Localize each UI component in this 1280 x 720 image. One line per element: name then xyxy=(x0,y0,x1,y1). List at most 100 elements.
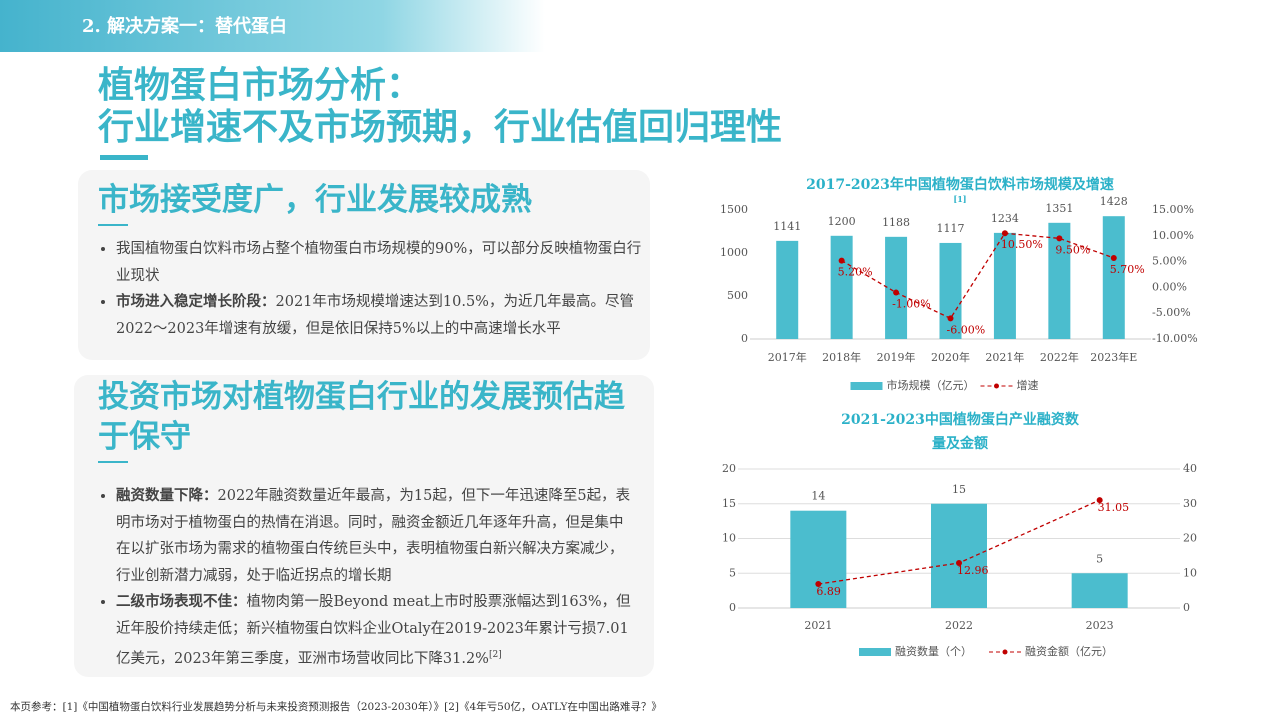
legend-swatch xyxy=(850,382,883,390)
point xyxy=(1001,230,1008,237)
panel: 市场接受度广，行业发展较成熟 我国植物蛋白饮料市场占整个植物蛋白市场规模的90%… xyxy=(78,170,650,360)
y2-tick-label: 15.00% xyxy=(1152,203,1194,216)
value-label: 9.50% xyxy=(1055,243,1090,256)
legend-swatch xyxy=(859,648,891,656)
x-tick-label: 2018年 xyxy=(822,350,861,364)
y2-tick-label: -10.00% xyxy=(1152,332,1198,345)
legend-swatch xyxy=(994,383,999,389)
bullet-text: 我国植物蛋白饮料市场占整个植物蛋白市场规模的90%，可以部分反映植物蛋白行业现状 xyxy=(116,241,642,284)
title-line: 行业增速不及市场预期，行业估值回归理性 xyxy=(98,106,783,148)
y2-tick-label: 5.00% xyxy=(1152,255,1187,268)
value-label: 5.70% xyxy=(1110,263,1145,276)
note: [1] xyxy=(953,194,967,204)
y2-tick-label: 10 xyxy=(1183,566,1197,579)
chart-title: 2017-2023年中国植物蛋白饮料市场规模及增速[1] xyxy=(806,177,1114,204)
bar xyxy=(931,503,987,608)
y2-tick-label: 10.00% xyxy=(1152,229,1194,242)
bar xyxy=(939,242,962,339)
x-tick-label: 2022 xyxy=(945,619,973,632)
value-label: 6.89 xyxy=(816,585,841,598)
value-label: 1351 xyxy=(1045,202,1073,215)
chart-title: 2021-2023中国植物蛋白产业融资数量及金额 xyxy=(841,412,1079,452)
bar xyxy=(885,236,908,339)
value-label: -1.00% xyxy=(892,298,931,311)
value-label: 10.50% xyxy=(1001,238,1043,251)
y2-tick-label: -5.00% xyxy=(1152,306,1191,319)
value-label: 1234 xyxy=(991,212,1019,225)
value-label: -6.00% xyxy=(947,323,986,336)
point xyxy=(1096,497,1103,504)
bar xyxy=(1048,222,1071,339)
value-label: 1117 xyxy=(937,222,965,235)
title-line: 植物蛋白市场分析： xyxy=(98,64,423,106)
y2-tick-label: 0.00% xyxy=(1152,280,1187,293)
y-tick-label: 5 xyxy=(729,566,736,579)
x-tick-label: 2023 xyxy=(1086,619,1114,632)
bar xyxy=(1102,216,1125,339)
point xyxy=(1056,235,1063,242)
x-tick-label: 2021 xyxy=(804,619,832,632)
bullet-bold: 二级市场表现不佳： xyxy=(116,593,247,610)
bar xyxy=(1071,573,1128,608)
value-label: 1200 xyxy=(828,215,856,228)
point xyxy=(947,315,954,322)
bullets: 我国植物蛋白饮料市场占整个植物蛋白市场规模的90%，可以部分反映植物蛋白行业现状… xyxy=(98,236,650,342)
note: [2] xyxy=(488,650,502,660)
value-label: 1428 xyxy=(1100,195,1128,208)
point xyxy=(893,289,900,296)
bullets: 融资数量下降：2022年融资数量近年最高，为15起，但下一年迅速降至5起，表明市… xyxy=(98,483,636,672)
legend-label: 增速 xyxy=(1017,378,1039,392)
bar xyxy=(790,510,847,608)
y2-tick-label: 30 xyxy=(1183,497,1197,510)
value-label: 1141 xyxy=(773,220,801,233)
point xyxy=(838,257,845,264)
value-label: 12.96 xyxy=(957,564,989,577)
accent xyxy=(100,155,148,160)
y-tick-label: 1500 xyxy=(720,203,748,216)
bullet-text: 植物肉第一股Beyond meat上市时股票涨幅达到163%，但近年股价持续走低… xyxy=(116,594,631,667)
header-bar: 2. 解决方案一：替代蛋白 xyxy=(0,0,545,52)
line xyxy=(841,232,1115,320)
bullet: 二级市场表现不佳：植物肉第一股Beyond meat上市时股票涨幅达到163%，… xyxy=(116,589,636,672)
x-tick-label: 2020年 xyxy=(931,350,970,364)
header-title: 2. 解决方案一：替代蛋白 xyxy=(82,16,288,37)
legend-label: 融资金额（亿元） xyxy=(1025,644,1113,658)
point xyxy=(815,581,822,588)
legend-label: 融资数量（个） xyxy=(895,645,972,658)
point xyxy=(1110,254,1117,261)
bullet-bold: 融资数量下降： xyxy=(116,487,218,504)
main-title: 植物蛋白市场分析： 行业增速不及市场预期，行业估值回归理性 xyxy=(98,64,782,148)
x-tick-label: 2023年E xyxy=(1090,350,1137,364)
x-tick-label: 2017年 xyxy=(768,350,807,364)
bullet: 市场进入稳定增长阶段：2021年市场规模增速达到10.5%，为近几年最高。尽管2… xyxy=(116,289,650,342)
y-tick-label: 0 xyxy=(729,601,736,614)
footnote: 本页参考：[1]《中国植物蛋白饮料行业发展趋势分析与未来投资预测报告（2023-… xyxy=(10,701,662,713)
legend-swatch xyxy=(1002,649,1008,655)
y2-tick-label: 20 xyxy=(1183,532,1197,545)
value-label: 5.20% xyxy=(838,266,873,279)
bullet-bold: 市场进入稳定增长阶段： xyxy=(116,293,276,310)
y2-tick-label: 40 xyxy=(1183,462,1197,475)
bar xyxy=(830,235,853,339)
bullet: 我国植物蛋白饮料市场占整个植物蛋白市场规模的90%，可以部分反映植物蛋白行业现状 xyxy=(116,236,650,289)
y-tick-label: 10 xyxy=(722,532,736,545)
value-label: 1188 xyxy=(882,216,910,229)
section-heading: 投资市场对植物蛋白行业的发展预估趋于保守 xyxy=(98,379,625,455)
value-label: 31.05 xyxy=(1098,501,1130,514)
y-tick-label: 500 xyxy=(727,289,748,302)
x-tick-label: 2021年 xyxy=(985,350,1024,364)
value-label: 5 xyxy=(1096,552,1103,565)
bullet-text: 2022年融资数量近年最高，为15起，但下一年迅速降至5起，表明市场对于植物蛋白… xyxy=(116,488,631,584)
value-label: 14 xyxy=(811,490,825,503)
bullet-text: 2021年市场规模增速达到10.5%，为近几年最高。尽管2022～2023年增速… xyxy=(116,294,634,337)
bar xyxy=(993,232,1016,339)
y-tick-label: 1000 xyxy=(720,246,748,259)
value-label: 15 xyxy=(952,483,966,496)
y-tick-label: 0 xyxy=(741,332,748,345)
legend-label: 市场规模（亿元） xyxy=(887,378,975,392)
y-tick-label: 20 xyxy=(722,462,736,475)
x-tick-label: 2022年 xyxy=(1040,350,1079,364)
bar xyxy=(776,240,799,339)
